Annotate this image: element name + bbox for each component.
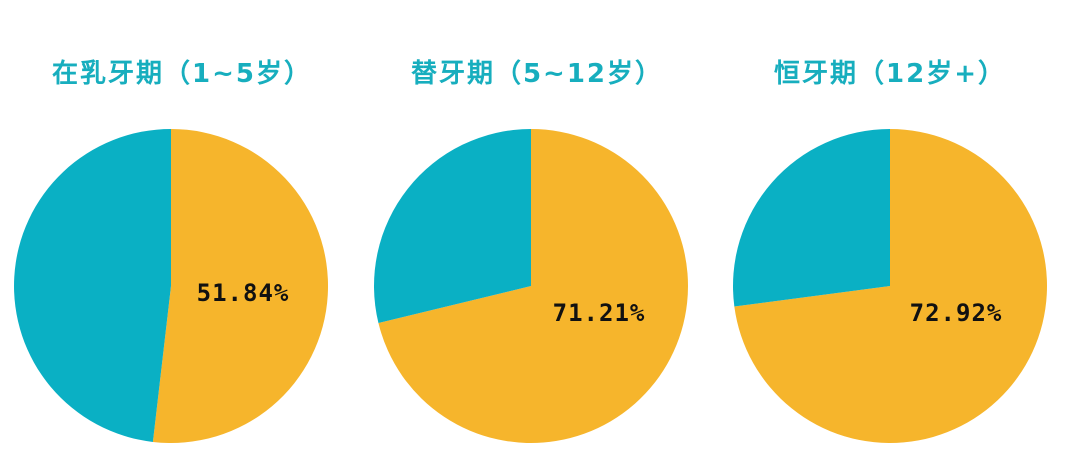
pie-slice-2 (374, 129, 531, 324)
chart-title: 恒牙期（12岁+） (774, 58, 1006, 89)
pie-slice-label: 51.84% (197, 279, 290, 307)
chart-title: 替牙期（5~12岁） (411, 58, 663, 89)
pie-chart-2: 替牙期（5~12岁） 71.21% (374, 58, 689, 443)
pie-chart-3: 恒牙期（12岁+） 72.92% (733, 58, 1048, 443)
pie-slice-1 (152, 129, 329, 443)
pie-slice-1 (378, 129, 689, 443)
pie-slice-2 (733, 129, 890, 307)
pie-chart-1: 在乳牙期（1~5岁） 51.84% (14, 58, 329, 443)
pie-slice-1 (734, 129, 1048, 443)
pie-slice-2 (14, 129, 172, 442)
pie-slice-label: 71.21% (553, 299, 646, 327)
pie-slice-label: 72.92% (910, 299, 1003, 327)
chart-title: 在乳牙期（1~5岁） (52, 58, 312, 89)
